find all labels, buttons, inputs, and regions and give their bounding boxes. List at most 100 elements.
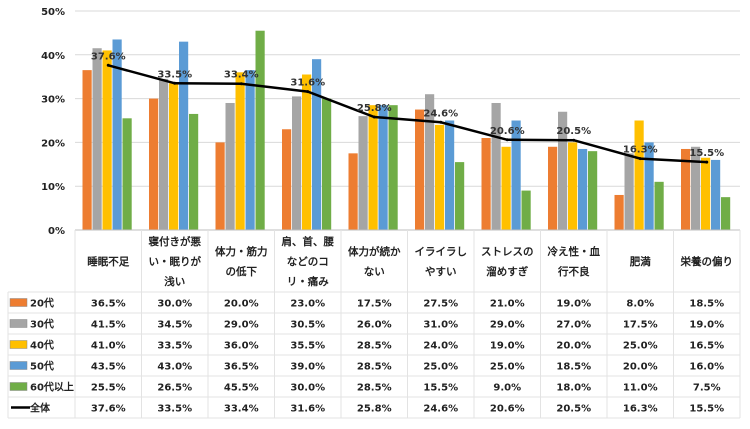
data-label-total: 16.3% — [623, 145, 658, 156]
data-label-total: 15.5% — [689, 148, 724, 159]
bar-40代 — [435, 124, 445, 230]
bar-30代 — [92, 48, 102, 231]
legend-key-30代 — [9, 319, 28, 328]
category-label: 溜めすぎ — [486, 265, 528, 278]
y-tick-label: 50% — [41, 7, 65, 18]
table-cell: 16.5% — [689, 341, 724, 352]
category-label: やすい — [425, 266, 457, 278]
legend-label: 30代 — [30, 318, 54, 331]
bar-50代 — [245, 70, 255, 230]
line-point-total — [239, 82, 243, 86]
table-cell: 41.5% — [91, 320, 126, 331]
bar-30代 — [292, 96, 302, 230]
category-label: 体力・筋力 — [215, 245, 268, 258]
table-cell: 25.0% — [423, 362, 458, 373]
bar-40代 — [169, 83, 179, 231]
bar-20代 — [481, 138, 491, 230]
y-tick-label: 40% — [41, 51, 65, 62]
category-label: 肩、首、腰 — [282, 235, 335, 248]
table-cell: 43.5% — [91, 362, 126, 373]
table-cell: 7.5% — [693, 383, 721, 394]
bar-50代 — [511, 120, 521, 230]
legend-key-20代 — [9, 298, 28, 307]
table-cell: 23.0% — [290, 299, 325, 310]
table-cell: 26.0% — [357, 320, 392, 331]
table-cell: 29.0% — [224, 320, 259, 331]
data-label-total: 20.6% — [490, 126, 525, 137]
table-cell: 29.0% — [490, 320, 525, 331]
data-label-total: 24.6% — [423, 108, 458, 119]
bar-20代 — [348, 153, 358, 230]
table-cell: 33.5% — [157, 341, 192, 352]
bar-60代以上 — [721, 197, 731, 230]
bar-40代 — [368, 105, 378, 230]
line-point-total — [106, 63, 110, 67]
table-cell: 20.0% — [224, 299, 259, 310]
line-point-total — [306, 90, 310, 94]
bar-20代 — [282, 129, 292, 230]
bar-60代以上 — [388, 105, 398, 230]
table-cell: 25.8% — [357, 404, 392, 415]
bar-60代以上 — [255, 30, 265, 231]
category-label: 体力が続か — [348, 245, 401, 258]
data-label-total: 25.8% — [357, 103, 392, 114]
legend-key-60代以上 — [9, 382, 28, 391]
bar-30代 — [159, 78, 169, 230]
bar-30代 — [425, 94, 435, 230]
table-cell: 33.4% — [224, 404, 259, 415]
table-cell: 25.5% — [91, 383, 126, 394]
line-point-total — [173, 81, 177, 85]
category-label: の低下 — [226, 265, 258, 278]
bar-30代 — [491, 102, 501, 230]
bar-50代 — [312, 59, 322, 231]
table-cell: 30.0% — [157, 299, 192, 310]
table-cell: 18.5% — [689, 299, 724, 310]
bar-40代 — [568, 142, 578, 230]
table-cell: 20.0% — [623, 362, 658, 373]
legend-key-40代 — [9, 340, 28, 349]
y-tick-label: 30% — [41, 95, 65, 106]
bar-40代 — [102, 50, 112, 230]
bar-20代 — [415, 109, 425, 230]
bar-50代 — [179, 41, 189, 230]
bar-60代以上 — [521, 190, 531, 230]
table-cell: 41.0% — [91, 341, 126, 352]
bar-40代 — [701, 157, 711, 230]
bar-50代 — [378, 105, 388, 230]
category-label: 冷え性・血 — [548, 245, 601, 258]
category-label: ストレスの — [481, 246, 534, 258]
bar-60代以上 — [189, 113, 199, 230]
table-cell: 25.0% — [490, 362, 525, 373]
bar-40代 — [501, 146, 511, 230]
data-label-total: 31.6% — [290, 78, 325, 89]
bar-50代 — [711, 159, 721, 230]
table-cell: 30.0% — [290, 383, 325, 394]
bar-40代 — [235, 72, 245, 230]
bar-30代 — [624, 153, 634, 230]
category-label: 寝付きが悪 — [149, 235, 202, 248]
table-cell: 18.5% — [556, 362, 591, 373]
y-tick-label: 10% — [41, 182, 65, 193]
legend-key-50代 — [9, 361, 28, 370]
table-cell: 36.0% — [224, 341, 259, 352]
table-cell: 27.0% — [556, 320, 591, 331]
y-tick-label: 20% — [41, 138, 65, 149]
table-cell: 28.5% — [357, 341, 392, 352]
bar-40代 — [302, 74, 312, 230]
table-cell: 17.5% — [623, 320, 658, 331]
table-cell: 28.5% — [357, 362, 392, 373]
data-label-total: 33.4% — [224, 70, 259, 81]
legend-label: 全体 — [29, 402, 51, 415]
line-point-total — [572, 138, 576, 142]
line-point-total — [705, 160, 709, 164]
data-label-total: 20.5% — [556, 126, 591, 137]
bar-50代 — [445, 120, 455, 230]
bar-30代 — [225, 102, 235, 230]
line-point-total — [439, 120, 443, 124]
category-label: 睡眠不足 — [87, 255, 129, 268]
bar-20代 — [215, 142, 225, 230]
bar-20代 — [681, 148, 691, 230]
legend-label: 60代以上 — [30, 381, 74, 394]
bar-60代以上 — [122, 118, 132, 230]
